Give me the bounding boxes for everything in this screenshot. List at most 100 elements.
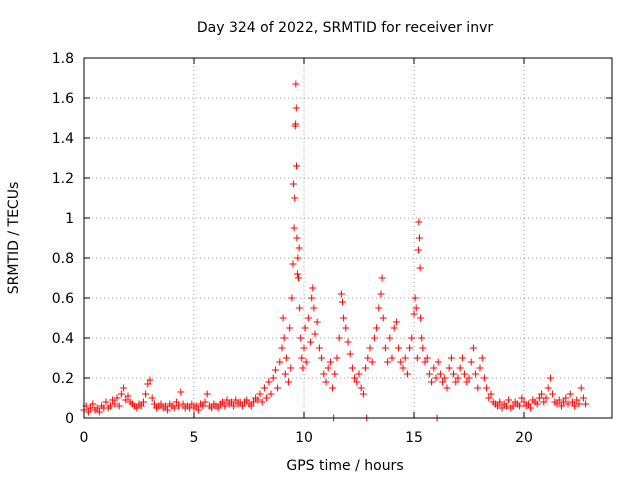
data-point (276, 358, 284, 366)
data-point (287, 364, 295, 372)
data-point (146, 376, 154, 384)
data-point (524, 400, 532, 408)
data-point (370, 334, 378, 342)
data-point (124, 392, 132, 400)
data-point (281, 370, 289, 378)
data-point (265, 378, 273, 386)
data-point (238, 402, 246, 410)
data-point (416, 234, 423, 242)
data-point (344, 338, 352, 346)
data-point (549, 390, 557, 398)
data-point (575, 400, 583, 408)
data-point (208, 404, 216, 412)
data-point (326, 358, 334, 366)
data-point (474, 384, 482, 392)
data-point (324, 364, 332, 372)
data-point (582, 400, 590, 408)
y-tick-label: 0.6 (52, 291, 74, 307)
data-point (566, 390, 574, 398)
data-point (148, 394, 156, 402)
data-point (353, 378, 361, 386)
data-point (293, 162, 301, 170)
data-point (115, 402, 123, 410)
data-point (403, 370, 411, 378)
data-point (496, 398, 504, 406)
data-point (527, 404, 535, 412)
data-point (322, 378, 330, 386)
data-point (339, 298, 346, 306)
data-point (313, 318, 321, 326)
data-point (157, 400, 165, 408)
grid (84, 58, 612, 418)
data-point (214, 404, 222, 412)
data-point (294, 254, 302, 262)
data-point (164, 406, 172, 414)
data-point (346, 350, 354, 358)
data-point (120, 384, 128, 392)
data-point (564, 400, 572, 408)
data-point (540, 398, 548, 406)
data-point (274, 384, 282, 392)
data-point (161, 402, 169, 410)
data-point (509, 402, 517, 410)
y-tick-label: 0 (65, 411, 74, 427)
data-point (452, 378, 460, 386)
data-point (487, 390, 495, 398)
data-point (219, 398, 227, 406)
data-point (439, 378, 447, 386)
data-point (505, 396, 513, 404)
data-point (379, 314, 387, 322)
data-point (421, 358, 429, 366)
data-point (413, 354, 421, 362)
data-point (144, 380, 152, 388)
y-axis-label: SRMTID / TECUs (6, 182, 22, 295)
data-point (223, 396, 231, 404)
data-point (469, 344, 477, 352)
data-point (562, 394, 570, 402)
data-point (289, 180, 297, 188)
plot-frame (83, 57, 613, 419)
data-point (425, 370, 433, 378)
data-point (117, 390, 125, 398)
data-point (535, 394, 543, 402)
data-point (122, 396, 130, 404)
data-point (318, 354, 326, 362)
data-point (411, 294, 419, 302)
data-point (406, 344, 414, 352)
y-tick-label: 0.4 (52, 331, 74, 347)
data-point (331, 370, 339, 378)
data-point (476, 364, 484, 372)
data-point (397, 358, 405, 366)
data-point (416, 264, 424, 272)
data-point (359, 390, 367, 398)
data-point (84, 408, 92, 416)
data-point (533, 400, 541, 408)
data-point (307, 338, 315, 346)
y-tick-label: 1.8 (52, 51, 74, 67)
data-point (417, 314, 425, 322)
data-point (175, 402, 183, 410)
data-point (254, 396, 262, 404)
data-point (329, 384, 337, 392)
data-point (414, 246, 422, 254)
data-point (106, 402, 114, 410)
data-point (285, 378, 293, 386)
data-point (271, 366, 279, 374)
data-point (418, 334, 426, 342)
data-point (461, 370, 469, 378)
data-point (577, 384, 585, 392)
data-point (399, 364, 407, 372)
data-point (93, 404, 101, 412)
data-point (194, 406, 202, 414)
data-point (311, 330, 319, 338)
data-point (364, 354, 372, 362)
data-point (89, 400, 97, 408)
data-point (478, 354, 486, 362)
data-point (377, 290, 385, 298)
data-point (292, 120, 300, 128)
data-point (392, 318, 400, 326)
data-point (221, 402, 229, 410)
data-point (290, 224, 298, 232)
data-point (289, 260, 297, 268)
data-point (357, 384, 365, 392)
